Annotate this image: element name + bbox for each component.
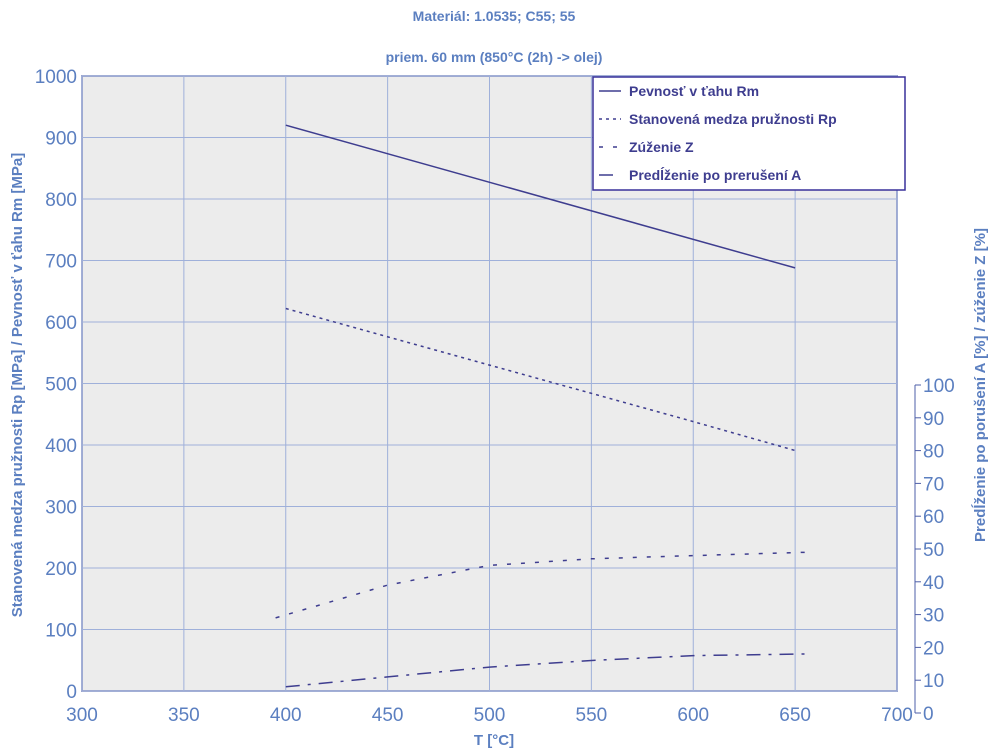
y2-tick-label: 90 [923, 409, 944, 430]
y-tick-label: 200 [45, 559, 77, 580]
y2-tick-label: 0 [923, 704, 934, 725]
y2-axis-label: Predĺženie po porušení A [%] / zúženie Z… [971, 228, 989, 542]
x-tick-label: 400 [270, 705, 302, 726]
y2-tick-label: 80 [923, 442, 944, 463]
y-tick-label: 500 [45, 375, 77, 396]
x-tick-label: 500 [474, 705, 506, 726]
y2-tick-label: 100 [923, 376, 955, 397]
x-tick-label: 700 [881, 705, 913, 726]
y-tick-label: 300 [45, 498, 77, 519]
y2-tick-label: 70 [923, 474, 944, 495]
x-axis-ticks: 300 350 400 450 500 550 600 650 700 [66, 705, 913, 726]
series-lines [275, 124, 806, 688]
x-tick-label: 650 [779, 705, 811, 726]
y-tick-label: 600 [45, 313, 77, 334]
chart-title: Materiál: 1.0535; C55; 55 [413, 8, 576, 24]
y2-tick-label: 20 [923, 638, 944, 659]
legend-label: Stanovená medza pružnosti Rp [629, 111, 837, 127]
y2-tick-label: 40 [923, 573, 944, 594]
y2-tick-label: 60 [923, 507, 944, 528]
series-line-dashdot [285, 653, 806, 688]
chart-subtitle: priem. 60 mm (850°C (2h) -> olej) [386, 49, 603, 65]
x-tick-label: 350 [168, 705, 200, 726]
x-tick-label: 600 [677, 705, 709, 726]
y2-tick-label: 50 [923, 540, 944, 561]
y-tick-label: 800 [45, 190, 77, 211]
y2-tick-label: 10 [923, 671, 944, 692]
y2-tick-label: 30 [923, 606, 944, 627]
x-tick-label: 300 [66, 705, 98, 726]
y-axis-ticks: 0 100 200 300 400 500 600 700 800 900 1000 [35, 67, 77, 703]
y-tick-label: 400 [45, 436, 77, 457]
y2-axis: 0 10 20 30 40 50 60 70 80 90 100 [914, 376, 955, 725]
legend-label: Zúženie Z [629, 139, 694, 155]
legend: Pevnosť v ťahu Rm Stanovená medza pružnos… [592, 76, 906, 191]
y-tick-label: 100 [45, 621, 77, 642]
y-axis-label: Stanovená medza pružnosti Rp [MPa] / Pev… [9, 153, 26, 617]
y-tick-label: 700 [45, 252, 77, 273]
x-tick-label: 550 [576, 705, 608, 726]
x-tick-label: 450 [372, 705, 404, 726]
y-tick-label: 0 [66, 682, 77, 703]
series-line-dotted [285, 307, 796, 452]
legend-label: Pevnosť v ťahu Rm [629, 83, 759, 99]
x-axis-label: T [°C] [474, 732, 514, 749]
series-line-solid [285, 124, 796, 269]
legend-label: Predĺženie po prerušení A [629, 166, 801, 183]
y-tick-label: 1000 [35, 67, 77, 88]
y-tick-label: 900 [45, 129, 77, 150]
legend-box [592, 76, 906, 191]
